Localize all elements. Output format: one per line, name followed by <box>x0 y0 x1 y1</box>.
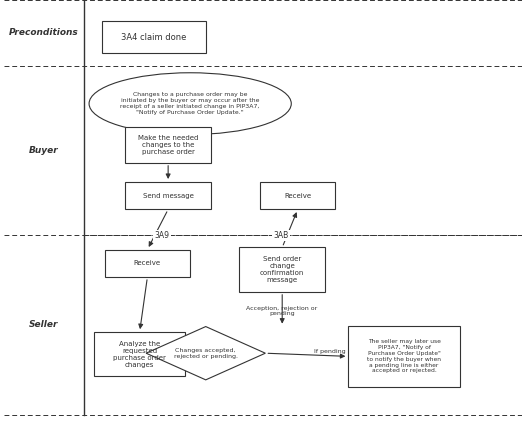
Text: Changes to a purchase order may be
initiated by the buyer or may occur after the: Changes to a purchase order may be initi… <box>121 93 260 115</box>
Text: Receive: Receive <box>134 260 161 266</box>
Text: Receive: Receive <box>284 192 311 199</box>
Text: Analyze the
requested
purchase order
changes: Analyze the requested purchase order cha… <box>113 341 166 368</box>
FancyBboxPatch shape <box>94 332 185 376</box>
Text: 3A9: 3A9 <box>154 231 169 240</box>
FancyBboxPatch shape <box>125 182 211 209</box>
Text: Send message: Send message <box>143 192 194 199</box>
Text: Acception, rejection or
pending: Acception, rejection or pending <box>246 305 317 316</box>
Ellipse shape <box>89 73 291 135</box>
Text: Send order
change
confirmation
message: Send order change confirmation message <box>260 256 304 283</box>
Text: Seller: Seller <box>29 320 58 329</box>
Text: 3A4 claim done: 3A4 claim done <box>121 33 186 41</box>
Polygon shape <box>146 327 265 380</box>
FancyBboxPatch shape <box>104 250 190 277</box>
Text: Changes accepted,
rejected or pending.: Changes accepted, rejected or pending. <box>174 348 238 359</box>
Text: The seller may later use
PIP3A7, "Notify of
Purchase Order Update"
to notify the: The seller may later use PIP3A7, "Notify… <box>367 339 441 374</box>
FancyBboxPatch shape <box>125 127 211 163</box>
FancyBboxPatch shape <box>260 182 335 209</box>
FancyBboxPatch shape <box>240 247 325 292</box>
Text: Preconditions: Preconditions <box>9 28 79 37</box>
Text: Make the needed
changes to the
purchase order: Make the needed changes to the purchase … <box>138 135 198 155</box>
FancyBboxPatch shape <box>348 326 460 387</box>
Text: If pending: If pending <box>314 349 345 354</box>
Text: Buyer: Buyer <box>29 146 58 155</box>
FancyBboxPatch shape <box>102 21 206 53</box>
Text: 3AB: 3AB <box>274 231 289 240</box>
